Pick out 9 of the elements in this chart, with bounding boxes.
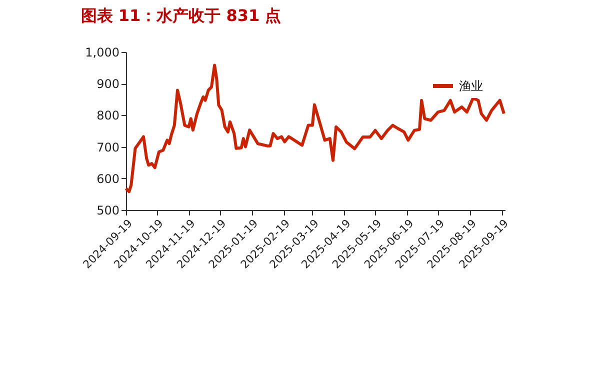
y-tick-label: 900	[96, 77, 120, 92]
chart-title: 图表 11：水产收于 831 点	[80, 6, 282, 25]
y-tick-label: 600	[96, 172, 120, 186]
line-series	[124, 64, 506, 194]
y-tick-label: 1,000	[85, 46, 120, 60]
y-tick-label: 500	[96, 204, 120, 218]
y-tick-label: 800	[96, 108, 120, 123]
legend-label: 渔业	[459, 79, 483, 93]
y-tick-label: 700	[96, 140, 120, 154]
